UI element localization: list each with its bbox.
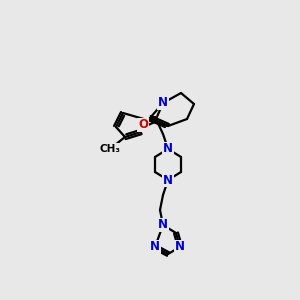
Text: N: N: [158, 97, 168, 110]
Text: N: N: [158, 218, 168, 232]
Text: O: O: [138, 118, 148, 131]
Text: N: N: [150, 241, 160, 254]
Text: N: N: [163, 173, 173, 187]
Text: N: N: [163, 142, 173, 155]
Text: N: N: [175, 241, 185, 254]
Text: CH₃: CH₃: [100, 144, 121, 154]
